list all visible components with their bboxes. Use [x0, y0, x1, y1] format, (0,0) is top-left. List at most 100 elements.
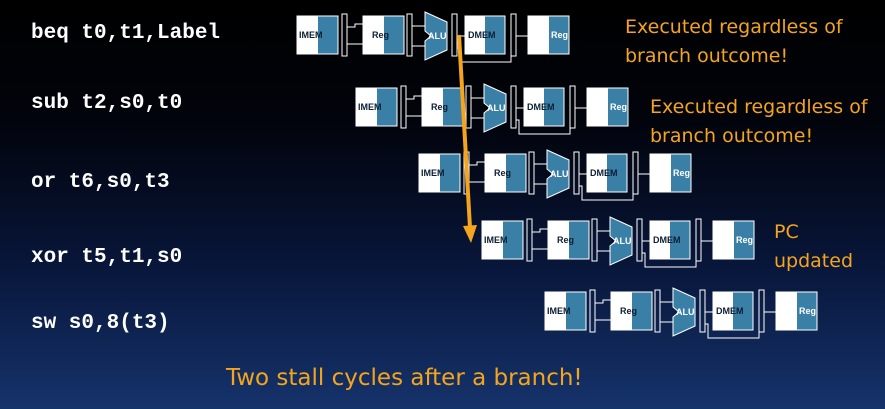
pipe-reg-2: [528, 151, 535, 195]
dmem-box-right: [670, 221, 690, 259]
pipe-reg-3: [510, 85, 517, 129]
reg-write-right: [797, 292, 817, 330]
reg-write-border: [775, 291, 818, 331]
pipe-reg-4: [569, 85, 576, 129]
imem-border: [481, 220, 524, 260]
reg-write-right: [608, 88, 628, 126]
dmem-border: [464, 15, 506, 55]
alu-shape: [483, 83, 507, 133]
dmem-border: [586, 153, 628, 193]
reg-write-border: [649, 153, 692, 193]
pipe-reg-3: [573, 151, 580, 195]
reg-read-left: [611, 292, 632, 330]
reg-read-border: [484, 153, 527, 193]
imem-label: IMEM: [421, 168, 445, 178]
reg-write-border: [586, 87, 629, 127]
reg-write-right: [734, 221, 754, 259]
note-executed-1: Executed regardless of branch outcome!: [625, 13, 843, 71]
dmem-box-left: [524, 88, 544, 126]
note-pc-updated: PC updated: [774, 218, 853, 276]
note-pc-updated-line1: PC: [774, 221, 799, 243]
imem-border: [418, 153, 461, 193]
reg-write-label: Reg: [610, 102, 627, 112]
reg-write-left: [776, 292, 797, 330]
reg-read-border: [610, 291, 653, 331]
dmem-label: DMEM: [468, 30, 496, 40]
dmem-box-left: [713, 292, 733, 330]
reg-read-label: Reg: [431, 102, 448, 112]
dmem-border: [712, 291, 754, 331]
reg-write-right: [549, 16, 569, 54]
instruction-beq: beq t0,t1,Label: [31, 22, 221, 45]
alu-shape: [546, 149, 570, 199]
reg-write-left: [587, 88, 608, 126]
dmem-box-right: [607, 154, 627, 192]
alu-label: ALU: [487, 103, 506, 113]
pipe-reg-2: [654, 289, 661, 333]
pipe-reg-4: [758, 289, 765, 333]
dmem-box-left: [650, 221, 670, 259]
branch-arrow-head: [463, 225, 477, 243]
wire-bypass: [705, 323, 760, 339]
alu-label: ALU: [428, 31, 447, 41]
pipe-reg-2: [465, 85, 472, 129]
imem-box-right: [318, 16, 338, 54]
reg-read-right: [443, 88, 463, 126]
reg-read-left: [548, 221, 569, 259]
note-executed-2-line2: branch outcome!: [650, 125, 814, 147]
pipe-reg-4: [695, 218, 702, 262]
reg-read-left: [363, 16, 384, 54]
reg-write-border: [712, 220, 755, 260]
reg-read-border: [362, 15, 405, 55]
instruction-sw: sw s0,8(t3): [31, 312, 170, 335]
imem-box-left: [356, 88, 377, 126]
instruction-sub: sub t2,s0,t0: [31, 92, 183, 115]
reg-read-border: [547, 220, 590, 260]
dmem-border: [523, 87, 565, 127]
alu-label: ALU: [613, 236, 632, 246]
wire-1: [347, 23, 363, 28]
imem-label: IMEM: [358, 102, 382, 112]
pipe-reg-3: [636, 218, 643, 262]
pipe-reg-4: [632, 151, 639, 195]
alu-shape: [672, 287, 696, 337]
pipeline-row-3: IMEM Reg ALU DMEM Reg: [481, 216, 755, 268]
reg-write-border: [527, 15, 570, 55]
imem-border: [355, 87, 398, 127]
reg-write-label: Reg: [673, 168, 690, 178]
reg-read-left: [422, 88, 443, 126]
reg-write-left: [650, 154, 671, 192]
note-executed-2-line1: Executed regardless of: [650, 96, 868, 118]
reg-read-label: Reg: [372, 30, 389, 40]
imem-border: [544, 291, 587, 331]
alu-shape: [424, 11, 448, 61]
imem-border: [296, 15, 339, 55]
wire-bypass: [579, 185, 634, 201]
pipe-reg-1: [341, 13, 348, 57]
reg-write-label: Reg: [736, 235, 753, 245]
imem-label: IMEM: [484, 235, 508, 245]
pipe-reg-4: [510, 13, 517, 57]
note-pc-updated-line2: updated: [774, 250, 854, 272]
reg-read-right: [506, 154, 526, 192]
reg-write-right: [671, 154, 691, 192]
dmem-label: DMEM: [653, 235, 681, 245]
note-executed-1-line1: Executed regardless of: [625, 16, 843, 38]
dmem-label: DMEM: [527, 102, 555, 112]
imem-box-left: [545, 292, 566, 330]
pipe-reg-2: [591, 218, 598, 262]
reg-read-label: Reg: [557, 235, 574, 245]
pipeline-row-1: IMEM Reg ALU DMEM Reg: [355, 83, 629, 135]
alu-label: ALU: [676, 307, 695, 317]
reg-read-right: [384, 16, 404, 54]
wire-1: [406, 95, 422, 100]
imem-label: IMEM: [299, 30, 323, 40]
pipe-reg-1: [400, 85, 407, 129]
pipe-reg-1: [589, 289, 596, 333]
note-executed-1-line2: branch outcome!: [625, 45, 789, 67]
pipeline-row-0: IMEM Reg ALU DMEM Reg: [296, 11, 570, 63]
imem-box-left: [297, 16, 318, 54]
imem-box-right: [440, 154, 460, 192]
branch-arrow: [457, 34, 477, 243]
